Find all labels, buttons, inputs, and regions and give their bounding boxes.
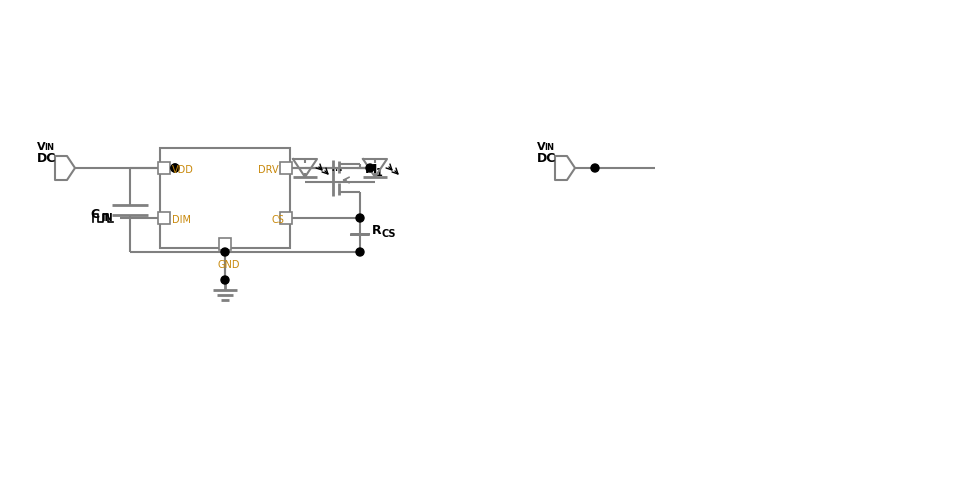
- Text: IN: IN: [44, 143, 54, 152]
- Circle shape: [171, 164, 179, 172]
- Text: DIM: DIM: [172, 215, 191, 225]
- Text: DC: DC: [37, 152, 57, 165]
- Text: DRV: DRV: [258, 165, 279, 175]
- Text: IN: IN: [544, 143, 554, 152]
- Bar: [219, 238, 231, 250]
- Text: R: R: [372, 224, 381, 237]
- Text: ...: ...: [331, 160, 343, 174]
- Text: M: M: [365, 163, 377, 176]
- Circle shape: [366, 164, 374, 172]
- Text: 1: 1: [376, 168, 383, 178]
- Text: CS: CS: [382, 229, 397, 239]
- Circle shape: [356, 214, 364, 222]
- Text: CS: CS: [272, 215, 285, 225]
- Text: GND: GND: [217, 260, 240, 270]
- Circle shape: [221, 248, 229, 256]
- Text: V: V: [537, 142, 546, 152]
- Bar: [158, 212, 170, 224]
- Bar: [160, 148, 290, 248]
- Bar: [158, 162, 170, 174]
- Circle shape: [356, 248, 364, 256]
- Text: IN: IN: [101, 213, 113, 223]
- Circle shape: [591, 164, 599, 172]
- Bar: [280, 212, 292, 224]
- Bar: [280, 162, 292, 174]
- Circle shape: [171, 164, 179, 172]
- Circle shape: [221, 276, 229, 284]
- Text: DC: DC: [537, 152, 557, 165]
- Text: C: C: [90, 208, 99, 221]
- Text: V: V: [37, 142, 46, 152]
- Text: VDD: VDD: [172, 165, 194, 175]
